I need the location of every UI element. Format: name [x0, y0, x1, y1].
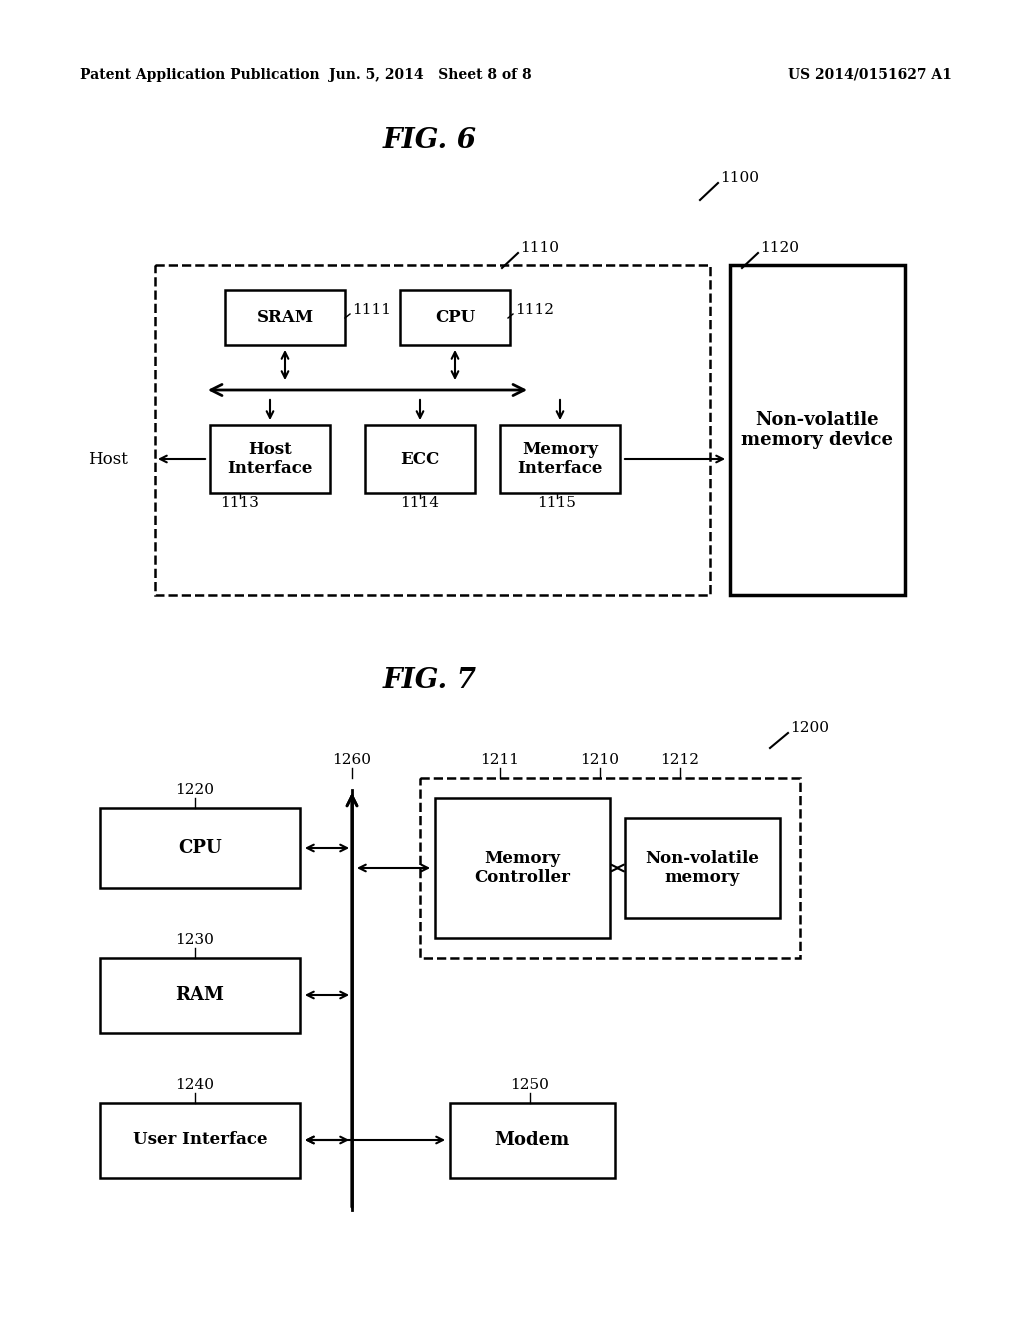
Text: 1112: 1112 — [515, 304, 554, 317]
Text: Memory
Interface: Memory Interface — [517, 441, 603, 478]
Text: 1200: 1200 — [790, 721, 829, 735]
Text: 1250: 1250 — [511, 1078, 550, 1092]
Text: CPU: CPU — [178, 840, 222, 857]
FancyBboxPatch shape — [435, 799, 610, 939]
Text: 1220: 1220 — [175, 783, 214, 797]
Text: Host: Host — [88, 450, 128, 467]
Text: 1120: 1120 — [760, 242, 799, 255]
Text: 1240: 1240 — [175, 1078, 214, 1092]
FancyBboxPatch shape — [155, 265, 710, 595]
Text: 1111: 1111 — [352, 304, 391, 317]
Text: 1113: 1113 — [220, 496, 259, 510]
Text: Modem: Modem — [495, 1131, 569, 1148]
Text: RAM: RAM — [175, 986, 224, 1005]
FancyBboxPatch shape — [365, 425, 475, 492]
Text: ECC: ECC — [400, 450, 439, 467]
Text: 1100: 1100 — [720, 172, 759, 185]
Text: 1210: 1210 — [581, 752, 620, 767]
Text: User Interface: User Interface — [133, 1131, 267, 1148]
FancyBboxPatch shape — [420, 777, 800, 958]
Text: 1211: 1211 — [480, 752, 519, 767]
FancyBboxPatch shape — [500, 425, 620, 492]
FancyBboxPatch shape — [225, 290, 345, 345]
FancyBboxPatch shape — [730, 265, 905, 595]
FancyBboxPatch shape — [400, 290, 510, 345]
Text: 1212: 1212 — [660, 752, 699, 767]
Text: Non-volatile
memory: Non-volatile memory — [645, 850, 759, 886]
FancyBboxPatch shape — [450, 1104, 615, 1177]
Text: FIG. 6: FIG. 6 — [383, 127, 477, 153]
Text: Patent Application Publication: Patent Application Publication — [80, 69, 319, 82]
Text: US 2014/0151627 A1: US 2014/0151627 A1 — [788, 69, 952, 82]
FancyBboxPatch shape — [210, 425, 330, 492]
Text: 1110: 1110 — [520, 242, 559, 255]
Text: Host
Interface: Host Interface — [227, 441, 312, 478]
Text: Jun. 5, 2014   Sheet 8 of 8: Jun. 5, 2014 Sheet 8 of 8 — [329, 69, 531, 82]
FancyBboxPatch shape — [625, 818, 780, 917]
Text: FIG. 7: FIG. 7 — [383, 667, 477, 693]
Text: SRAM: SRAM — [256, 309, 313, 326]
Text: 1115: 1115 — [538, 496, 577, 510]
Text: 1230: 1230 — [175, 933, 214, 946]
Text: 1260: 1260 — [333, 752, 372, 767]
Text: Memory
Controller: Memory Controller — [474, 850, 570, 886]
Text: CPU: CPU — [435, 309, 475, 326]
FancyBboxPatch shape — [100, 1104, 300, 1177]
FancyBboxPatch shape — [100, 958, 300, 1034]
Text: Non-volatile
memory device: Non-volatile memory device — [741, 411, 893, 449]
Text: 1114: 1114 — [400, 496, 439, 510]
FancyBboxPatch shape — [100, 808, 300, 888]
